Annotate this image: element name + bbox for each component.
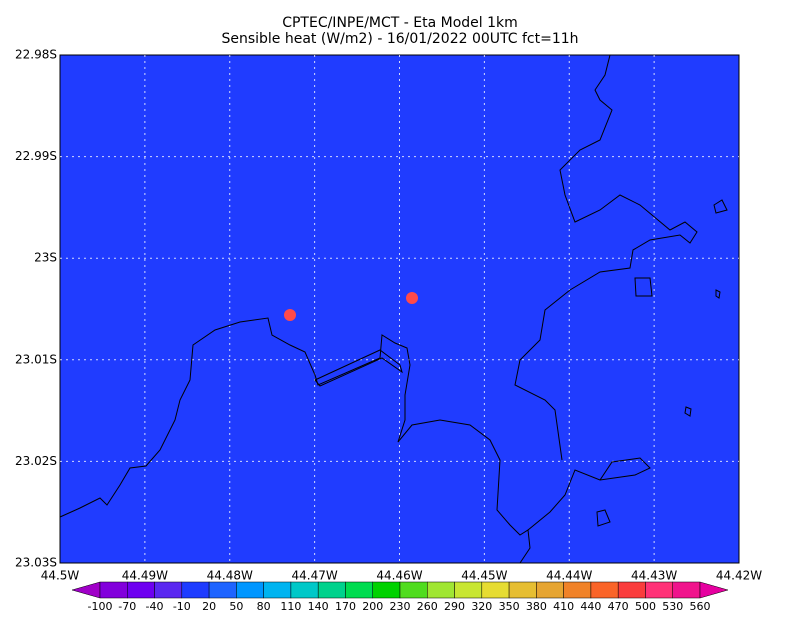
lon-tick-label: 44.47W [292, 569, 338, 583]
colorbar-box [372, 581, 401, 599]
colorbar-label: 200 [362, 600, 383, 613]
colorbar-box [536, 581, 564, 599]
colorbar-label: -100 [88, 600, 113, 613]
lon-tick-label: 44.43W [631, 569, 677, 583]
colorbar-box [208, 581, 237, 599]
lon-tick-label: 44.44W [546, 569, 592, 583]
colorbar-label: 260 [417, 600, 438, 613]
lat-tick-label: 22.98S [15, 48, 57, 62]
colorbar-box [481, 581, 510, 599]
colorbar-box [563, 581, 592, 599]
map-subtitle: Sensible heat (W/m2) - 16/01/2022 00UTC … [221, 31, 578, 47]
colorbar-box [181, 581, 210, 599]
colorbar-label: 530 [662, 600, 683, 613]
lat-tick-label: 23S [34, 251, 57, 265]
colorbar-label: 110 [280, 600, 301, 613]
colorbar-box [345, 581, 373, 599]
colorbar-box [399, 581, 428, 599]
colorbar-label: 470 [608, 600, 629, 613]
coastline [59, 54, 728, 564]
colorbar-box [317, 581, 346, 599]
colorbar-box [508, 581, 537, 599]
map-title: CPTEC/INPE/MCT - Eta Model 1km [282, 15, 518, 31]
colorbar-label: 320 [471, 600, 492, 613]
colorbar-box [672, 581, 701, 599]
colorbar-box [236, 581, 264, 599]
lat-tick-label: 23.03S [15, 556, 57, 570]
colorbar-label: 500 [635, 600, 656, 613]
colorbar: -100 -70 -40 -10 20 50 80 110 140 170 200 230 260 290… [71, 581, 729, 613]
colorbar-box [290, 581, 319, 599]
lon-tick-label: 44.49W [122, 569, 168, 583]
colorbar-label: 350 [499, 600, 520, 613]
lon-tick-label: 44.42W [716, 569, 762, 583]
colorbar-box [454, 581, 483, 599]
colorbar-box [99, 581, 128, 599]
colorbar-label: 290 [444, 600, 465, 613]
colorbar-label: -40 [146, 600, 164, 613]
colorbar-box [263, 581, 292, 599]
lat-tick-label: 23.02S [15, 454, 57, 468]
colorbar-box [127, 581, 155, 599]
colorbar-label: 170 [335, 600, 356, 613]
lat-tick-label: 22.99S [15, 149, 57, 163]
colorbar-label: 20 [202, 600, 216, 613]
station-marker [406, 292, 418, 304]
grid [60, 55, 739, 563]
colorbar-label: 50 [229, 600, 243, 613]
colorbar-box [154, 581, 183, 599]
lon-tick-label: 44.48W [207, 569, 253, 583]
colorbar-label: 410 [553, 600, 574, 613]
colorbar-box [617, 581, 646, 599]
station-marker [284, 309, 296, 321]
colorbar-label: 230 [390, 600, 411, 613]
colorbar-label: 440 [580, 600, 601, 613]
colorbar-label: -70 [118, 600, 136, 613]
colorbar-label: 560 [690, 600, 711, 613]
lon-tick-label: 44.5W [41, 569, 80, 583]
colorbar-box [590, 581, 619, 599]
lat-tick-label: 23.01S [15, 352, 57, 366]
colorbar-box [645, 581, 673, 599]
lon-tick-label: 44.45W [461, 569, 507, 583]
colorbar-arrow [699, 581, 729, 599]
colorbar-label: 140 [308, 600, 329, 613]
colorbar-label: 80 [257, 600, 271, 613]
colorbar-label: 380 [526, 600, 547, 613]
colorbar-label: -10 [173, 600, 191, 613]
colorbar-box [427, 581, 455, 599]
lon-tick-label: 44.46W [376, 569, 422, 583]
colorbar-arrow [71, 581, 101, 599]
